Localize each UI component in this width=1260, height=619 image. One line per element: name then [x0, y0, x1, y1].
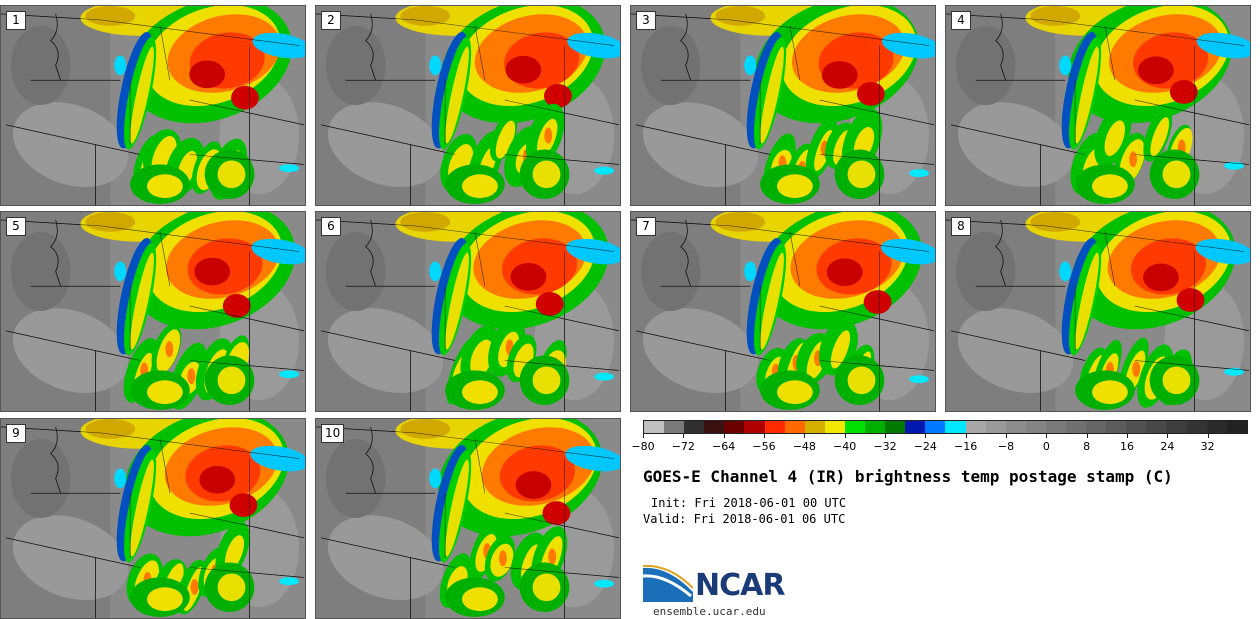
site-url[interactable]: ensemble.ucar.edu — [653, 605, 766, 618]
panel-number-label: 2 — [321, 11, 341, 30]
colorbar-tick-label: 0 — [1042, 440, 1050, 453]
panel-number-label: 7 — [636, 217, 656, 236]
colorbar-tick-mark — [885, 434, 886, 438]
colorbar-swatch — [844, 421, 866, 433]
ensemble-member-panel: 8 — [945, 211, 1251, 412]
panel-number-label: 6 — [321, 217, 341, 236]
colorbar-tick-mark — [965, 434, 967, 438]
ensemble-member-panel: 1 — [0, 5, 306, 206]
colorbar-swatch — [1106, 421, 1127, 433]
colorbar-tick-label: −64 — [712, 440, 736, 453]
colorbar-tick-mark — [1127, 434, 1128, 438]
colorbar-swatch — [764, 421, 785, 433]
colorbar-swatch — [905, 421, 926, 433]
ensemble-member-panel: 2 — [315, 5, 621, 206]
valid-time: Valid: Fri 2018-06-01 06 UTC — [643, 512, 846, 526]
colorbar-swatch — [684, 421, 705, 433]
colorbar-swatch — [744, 421, 765, 433]
colorbar-tick-label: −56 — [752, 440, 776, 453]
colorbar-tick-mark — [723, 434, 725, 438]
colorbar-swatch — [865, 421, 886, 433]
colorbar-ticks: −80 −72 −64 −56 −48 −40 −32 −24 −16 −8 0 8 16 24 32 — [631, 434, 1248, 458]
colorbar-swatch — [1146, 421, 1167, 433]
colorbar-tick-mark — [1207, 434, 1209, 438]
panel-number-label: 4 — [951, 11, 971, 30]
ensemble-member-panel: 7 — [630, 211, 936, 412]
colorbar-swatch — [1065, 421, 1087, 433]
colorbar-tick-label: −16 — [954, 440, 978, 453]
colorbar-swatch — [1005, 421, 1026, 433]
init-time: Init: Fri 2018-06-01 00 UTC — [651, 496, 847, 510]
panel-number-label: 10 — [321, 424, 345, 443]
figure-title: GOES-E Channel 4 (IR) brightness temp po… — [643, 467, 1173, 486]
colorbar-swatch — [1186, 421, 1207, 433]
colorbar-tick-mark — [1006, 434, 1007, 438]
colorbar-swatch — [925, 421, 946, 433]
colorbar-tick-mark — [844, 434, 846, 438]
colorbar-swatch — [1126, 421, 1147, 433]
panel-number-label: 5 — [6, 217, 26, 236]
ensemble-member-panel: 5 — [0, 211, 306, 412]
colorbar-tick-mark — [643, 434, 644, 438]
ncar-logo: NCAR — [643, 562, 793, 604]
colorbar-tick-mark — [683, 434, 685, 438]
colorbar-swatch — [724, 421, 745, 433]
colorbar-swatch — [704, 421, 725, 433]
colorbar-swatch — [824, 421, 845, 433]
colorbar-tick-mark — [1046, 434, 1048, 438]
colorbar-swatch — [945, 421, 966, 433]
colorbar-tick-mark — [1167, 434, 1169, 438]
colorbar-swatch — [644, 421, 665, 433]
colorbar-swatch — [664, 421, 685, 433]
ncar-swoosh-icon — [643, 564, 693, 602]
colorbar — [643, 420, 1248, 434]
panel-number-label: 3 — [636, 11, 656, 30]
colorbar-tick-mark — [804, 434, 806, 438]
colorbar-tick-label: −72 — [671, 440, 695, 453]
colorbar-swatch — [1206, 421, 1227, 433]
colorbar-tick-label: −48 — [792, 440, 816, 453]
ensemble-member-panel: 10 — [315, 418, 621, 619]
panel-number-label: 8 — [951, 217, 971, 236]
colorbar-swatch — [784, 421, 805, 433]
ncar-wordmark: NCAR — [695, 568, 785, 603]
colorbar-tick-mark — [764, 434, 765, 438]
colorbar-swatch — [885, 421, 906, 433]
colorbar-swatch — [965, 421, 986, 433]
colorbar-tick-label: −8 — [997, 440, 1015, 453]
colorbar-swatch — [804, 421, 825, 433]
colorbar-tick-label: 32 — [1200, 440, 1215, 453]
colorbar-tick-label: −32 — [873, 440, 897, 453]
panel-number-label: 1 — [6, 11, 26, 30]
colorbar-tick-label: −80 — [631, 440, 655, 453]
colorbar-tick-label: −40 — [833, 440, 857, 453]
colorbar-swatch — [1086, 421, 1107, 433]
colorbar-swatch — [1045, 421, 1066, 433]
colorbar-tick-label: 24 — [1160, 440, 1175, 453]
colorbar-tick-label: −24 — [913, 440, 937, 453]
colorbar-tick-label: 16 — [1120, 440, 1134, 453]
ensemble-member-panel: 4 — [945, 5, 1251, 206]
ensemble-member-panel: 6 — [315, 211, 621, 412]
colorbar-tick-label: 8 — [1083, 440, 1091, 453]
colorbar-tick-mark — [925, 434, 927, 438]
ensemble-member-panel: 3 — [630, 5, 936, 206]
colorbar-tick-mark — [1086, 434, 1088, 438]
ensemble-member-panel: 9 — [0, 418, 306, 619]
panel-number-label: 9 — [6, 424, 26, 443]
colorbar-swatch — [1166, 421, 1187, 433]
colorbar-swatch — [985, 421, 1006, 433]
colorbar-swatch — [1025, 421, 1046, 433]
colorbar-swatch — [1226, 421, 1247, 433]
